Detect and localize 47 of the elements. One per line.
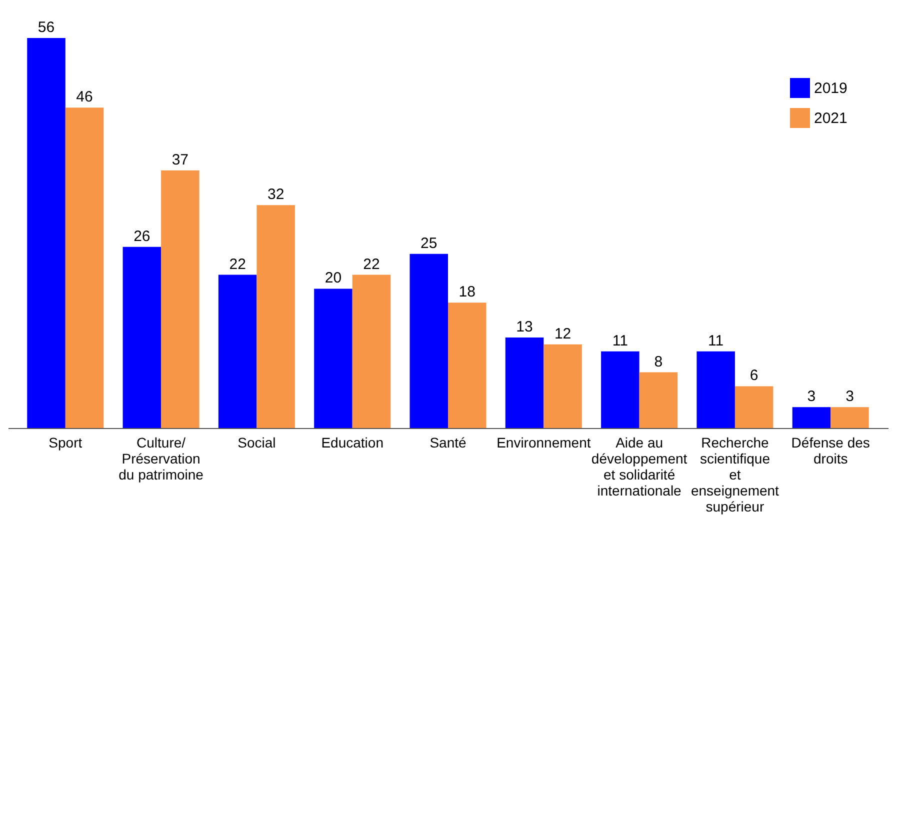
bar: [161, 170, 200, 428]
x-tick-label: Social: [238, 434, 276, 450]
x-tick-label: Défense des droits: [791, 434, 870, 466]
legend-label: 2021: [814, 110, 848, 127]
bar: [27, 38, 66, 428]
data-label: 6: [750, 367, 758, 384]
data-label: 11: [708, 332, 724, 350]
data-label: 18: [458, 284, 476, 301]
bar: [314, 288, 352, 428]
data-label: 32: [267, 186, 284, 204]
bar: [601, 351, 640, 428]
bar: [696, 351, 735, 428]
x-tick-label: Sport: [48, 434, 82, 450]
x-tick-label: Environnement: [496, 434, 591, 450]
bar: [122, 246, 162, 428]
data-label: 56: [38, 19, 55, 36]
bar: [830, 407, 869, 428]
bar: [639, 372, 678, 428]
x-tick-label: Education: [321, 434, 384, 450]
bar: [65, 108, 104, 428]
data-label: 13: [516, 318, 533, 336]
data-label: 37: [172, 151, 189, 168]
data-label: 12: [554, 325, 572, 342]
data-label: 46: [76, 88, 93, 106]
data-label: 20: [324, 270, 342, 287]
bar: [792, 407, 831, 428]
bar: [448, 302, 486, 428]
data-label: 3: [846, 388, 854, 406]
bar: [505, 337, 544, 428]
data-label: 22: [363, 256, 380, 273]
data-label: 25: [420, 234, 438, 252]
bar: [410, 254, 448, 428]
bar: [734, 386, 774, 428]
data-label: 26: [134, 228, 150, 245]
x-tick-label: Culture/Préservation du patrimoine: [118, 434, 204, 482]
x-tick-label: Aide au développement et solidarité internationale: [591, 434, 688, 498]
legend-label: 2019: [814, 80, 848, 97]
data-label: 8: [654, 353, 663, 370]
data-label: 22: [229, 256, 246, 273]
x-tick-label: Santé: [430, 434, 467, 450]
bar: [544, 344, 582, 428]
bar: [352, 274, 391, 428]
bar: [218, 274, 257, 428]
x-tick-label: Recherche scientifique et enseignement supérieur: [690, 434, 780, 514]
bar: [256, 205, 295, 428]
data-label: 3: [807, 388, 816, 406]
data-label: 11: [612, 332, 628, 350]
